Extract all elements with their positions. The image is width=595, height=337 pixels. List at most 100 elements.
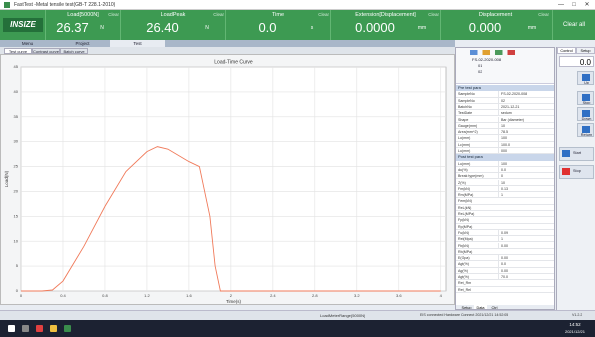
tree-node[interactable]: 02 — [478, 69, 483, 74]
x-tick-label: 0 — [20, 293, 23, 298]
param-label: Agt(%) — [458, 262, 469, 267]
param-label: Gauge(mm) — [458, 123, 478, 128]
control-button[interactable]: Return — [577, 123, 594, 137]
control-button[interactable]: Stop — [577, 91, 594, 105]
param-label: Fm(kN) — [458, 186, 470, 191]
button-icon — [582, 110, 590, 117]
section-header: Pre test para — [456, 85, 554, 92]
param-row: TestDate sedum — [456, 110, 554, 117]
button-icon — [582, 74, 590, 81]
panel-tab[interactable]: Data — [474, 305, 487, 309]
window-control[interactable]: — — [558, 2, 564, 8]
param-row: Rp(MPa) — [456, 224, 554, 230]
panel-tab[interactable]: Setup — [461, 306, 472, 310]
param-label: Shape — [458, 117, 469, 122]
taskbar-icon[interactable] — [8, 325, 15, 332]
readout-value: 26.37 — [56, 20, 89, 35]
param-row: Lu(mm) 100 — [456, 160, 554, 167]
section-header: Post test para — [456, 154, 554, 161]
param-label: Lu(mm) — [458, 149, 471, 153]
param-label: SampleNo — [458, 92, 475, 97]
param-value: 0.09 — [498, 229, 554, 236]
sub-tab[interactable]: Test curve — [4, 48, 32, 54]
param-row: Lu(mm) 000 — [456, 148, 554, 155]
readout-value: 26.40 — [146, 20, 179, 35]
readout-value: 0.0000 — [355, 20, 395, 35]
main-tab[interactable]: Menu — [21, 41, 34, 46]
status-text: LoadMeterRange(5000N) — [320, 313, 366, 318]
control-button[interactable]: Up — [577, 71, 594, 85]
param-value: Bar (diameter) — [498, 116, 554, 122]
clear-all-button[interactable]: Clear all — [552, 10, 595, 40]
param-value: 0.13 — [498, 185, 554, 192]
param-label: TestDate — [458, 111, 473, 116]
control-button[interactable]: Stop — [559, 165, 594, 179]
param-value: 0.00 — [498, 242, 554, 248]
param-label: Agt(%) — [458, 275, 469, 279]
control-tab[interactable]: Control — [557, 47, 576, 54]
taskbar-icon[interactable] — [22, 325, 29, 332]
param-label: Lc(mm) — [458, 142, 471, 147]
readout-bar: INSIZE Load[5000N] 26.37 N Clear LoadPeak 26.4… — [0, 10, 595, 40]
clear-button[interactable]: Clear — [318, 12, 329, 17]
x-tick-label: 0.8 — [102, 293, 108, 298]
param-value: 2021-12-21 — [498, 103, 554, 110]
param-row: du(%) 0.0 — [456, 166, 554, 174]
window-control[interactable]: □ — [572, 2, 576, 8]
main-tabs: Menu Project Test — [0, 40, 455, 47]
param-value: 100 — [498, 160, 554, 166]
taskbar-icon[interactable] — [64, 325, 71, 332]
button-label: Stop — [582, 101, 591, 105]
clear-button[interactable]: Clear — [428, 12, 439, 17]
readout-label: LoadPeak — [160, 12, 186, 18]
tree-node[interactable]: 01 — [478, 63, 483, 68]
y-tick-label: 0 — [16, 288, 19, 293]
taskbar-icon[interactable] — [50, 325, 57, 332]
sub-tab[interactable]: Batch curve — [60, 48, 88, 54]
plot-area — [20, 66, 447, 292]
y-tick-label: 25 — [14, 164, 19, 169]
tree-node[interactable]: FS-02-2020-008 — [472, 57, 502, 62]
param-row: Fm(kN) 0.13 — [456, 185, 554, 193]
param-label: Fp(kN) — [458, 218, 469, 223]
panel-tab[interactable]: Ctrl — [491, 306, 498, 310]
taskbar-icon[interactable] — [36, 325, 43, 332]
clear-button[interactable]: Clear — [108, 12, 119, 17]
x-axis-label: Time(s) — [226, 299, 242, 304]
param-row: Break type(mm) 0 — [456, 173, 554, 180]
readout-panel: Displacement 0.000 mm Clear — [440, 10, 550, 40]
param-row: BatchNo 2021-12-21 — [456, 103, 554, 111]
param-label: Ret_Rm — [458, 281, 472, 286]
readout-unit: mm — [417, 25, 427, 31]
button-icon — [582, 94, 590, 101]
window-control[interactable]: ✕ — [584, 2, 590, 8]
param-value: 10 — [498, 122, 554, 129]
readout-label: Time — [271, 12, 285, 18]
control-button[interactable]: Down — [577, 107, 594, 121]
panel-tabs: Setup Data Ctrl — [456, 305, 554, 310]
param-label: ReL(MPa) — [458, 212, 475, 216]
param-row: Agt(%) 0.0 — [456, 261, 554, 268]
sub-tab[interactable]: Contrast curve — [32, 48, 60, 54]
control-tab[interactable]: Setup — [576, 47, 595, 54]
param-row: Lo(mm) 100 — [456, 135, 554, 142]
status-text: V1.2.2 — [572, 313, 583, 317]
readout-panel: LoadPeak 26.40 N Clear — [120, 10, 225, 40]
param-label: Rp(MPa) — [458, 224, 473, 229]
chart-panel: Load-Time Curve 0 5 10 15 20 25 30 35 40 45 0 0.4 0.8… — [0, 54, 455, 305]
clear-button[interactable]: Clear — [213, 12, 224, 17]
x-tick-label: 4 — [440, 293, 443, 298]
param-row: Area(mm^2) 78.5 — [456, 129, 554, 136]
param-row: ReL(MPa) — [456, 211, 554, 218]
button-label: Stop — [573, 169, 581, 173]
clear-button[interactable]: Clear — [538, 12, 549, 17]
x-tick-label: 3.6 — [396, 293, 402, 298]
control-button[interactable]: Start — [559, 147, 594, 161]
main-tab[interactable]: Project — [75, 41, 90, 46]
x-tick-label: 2.4 — [270, 293, 276, 298]
readout-unit: mm — [527, 25, 537, 31]
x-tick-label: 0.4 — [60, 293, 66, 298]
main-tab[interactable]: Test — [110, 40, 165, 47]
y-tick-label: 15 — [14, 213, 19, 218]
